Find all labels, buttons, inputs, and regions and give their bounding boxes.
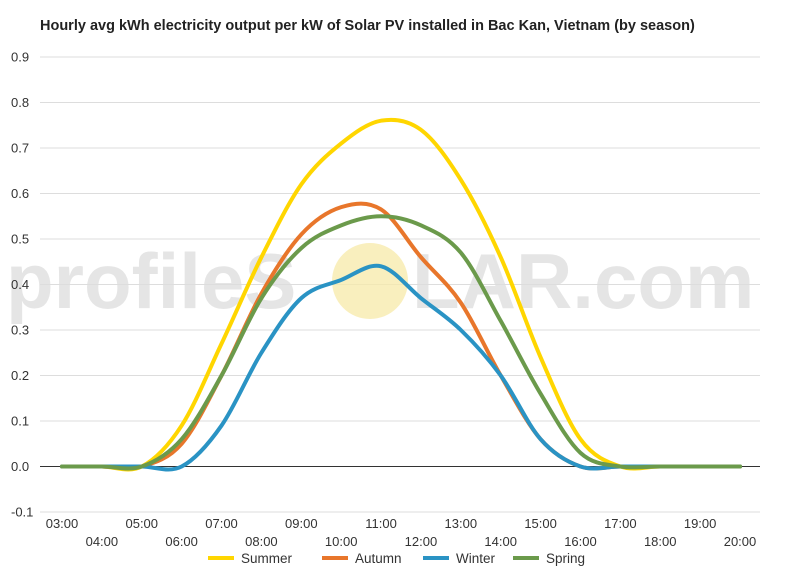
chart-title: Hourly avg kWh electricity output per kW… xyxy=(40,18,695,34)
y-tick-label: 0.6 xyxy=(11,186,29,201)
x-tick-label: 06:00 xyxy=(165,534,198,549)
series-line-spring xyxy=(60,214,742,471)
x-tick-label: 16:00 xyxy=(564,534,597,549)
legend-label-autumn: Autumn xyxy=(355,551,402,566)
y-tick-label: 0.8 xyxy=(11,95,29,110)
x-tick-label: 05:00 xyxy=(125,516,158,531)
x-tick-label: 09:00 xyxy=(285,516,318,531)
x-tick-label: 12:00 xyxy=(405,534,438,549)
legend: Summer Autumn Winter Spring xyxy=(208,551,585,566)
x-tick-label: 15:00 xyxy=(524,516,557,531)
y-tick-label: 0.9 xyxy=(11,50,29,65)
x-tick-label: 04:00 xyxy=(86,534,119,549)
x-tick-label: 17:00 xyxy=(604,516,637,531)
legend-label-winter: Winter xyxy=(456,551,496,566)
x-tick-label: 03:00 xyxy=(46,516,79,531)
y-tick-label: -0.1 xyxy=(11,505,33,520)
legend-label-spring: Spring xyxy=(546,551,585,566)
x-tick-label: 20:00 xyxy=(724,534,757,549)
y-tick-label: 0.1 xyxy=(11,414,29,429)
y-tick-label: 0.5 xyxy=(11,232,29,247)
x-axis-ticks: 03:00 04:00 05:00 06:00 07:00 08:00 09:00 10:00… xyxy=(46,516,757,549)
grid-lines xyxy=(40,56,760,513)
x-tick-label: 18:00 xyxy=(644,534,677,549)
x-tick-label: 08:00 xyxy=(245,534,278,549)
y-tick-label: 0.7 xyxy=(11,141,29,156)
x-tick-label: 11:00 xyxy=(365,516,397,531)
x-tick-label: 13:00 xyxy=(445,516,478,531)
y-axis-ticks: -0.1 0.0 0.1 0.2 0.3 0.4 0.5 0.6 0.7 0.8 0.9 xyxy=(11,50,33,520)
y-tick-label: 0.4 xyxy=(11,277,29,292)
series-lines xyxy=(60,117,742,472)
watermark-text-right: LAR.com xyxy=(412,237,754,325)
x-tick-label: 10:00 xyxy=(325,534,358,549)
legend-label-summer: Summer xyxy=(241,551,293,566)
y-tick-label: 0.3 xyxy=(11,323,29,338)
watermark-sun xyxy=(332,243,408,319)
y-tick-label: 0.0 xyxy=(11,459,29,474)
x-tick-label: 14:00 xyxy=(484,534,517,549)
x-tick-label: 19:00 xyxy=(684,516,717,531)
y-tick-label: 0.2 xyxy=(11,368,29,383)
watermark: profileS LAR.com xyxy=(6,237,754,325)
x-tick-label: 07:00 xyxy=(205,516,238,531)
